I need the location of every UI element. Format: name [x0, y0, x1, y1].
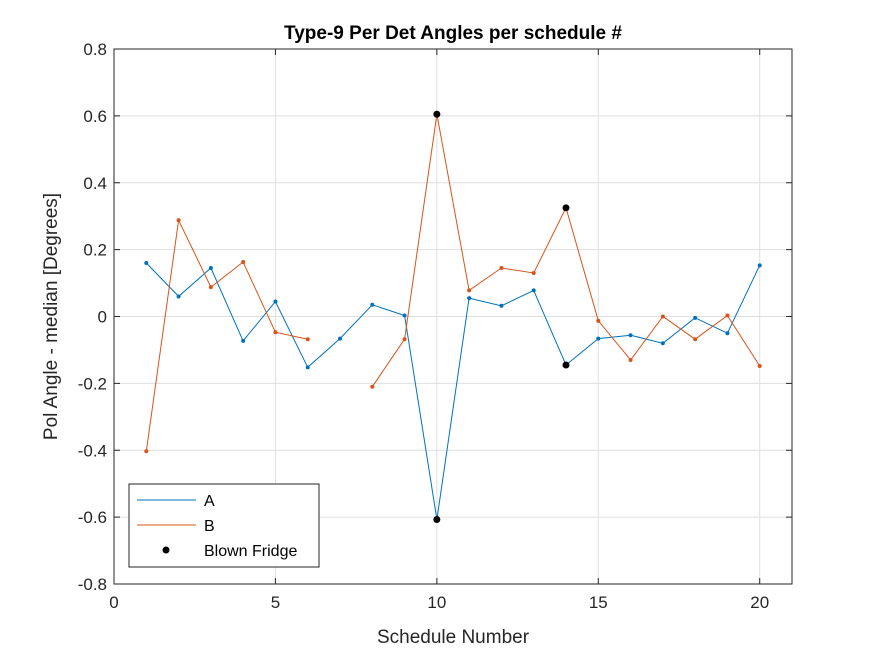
data-point: [402, 337, 407, 342]
y-axis-title: Pol Angle - median [Degrees]: [41, 193, 62, 440]
y-tick-label: 0.4: [83, 174, 107, 193]
x-tick-label: 10: [427, 593, 446, 612]
data-point: [467, 296, 472, 301]
blown-fridge-point: [562, 204, 570, 212]
data-point: [660, 314, 665, 319]
data-point: [467, 288, 472, 293]
x-tick-label: 20: [750, 593, 769, 612]
legend-label-a: A: [204, 493, 215, 510]
data-point: [241, 259, 246, 264]
legend-label-b: B: [204, 518, 215, 535]
data-point: [531, 288, 536, 293]
data-point: [693, 315, 698, 320]
data-point: [176, 294, 181, 299]
y-tick-label: 0.2: [83, 241, 107, 260]
series-line-a: [145, 262, 761, 520]
y-tick-label: -0.6: [78, 508, 107, 527]
y-tick-label: 0.6: [83, 107, 107, 126]
legend-label-blown-fridge: Blown Fridge: [204, 543, 297, 560]
data-point: [499, 266, 504, 271]
x-axis-title: Schedule Number: [377, 627, 530, 648]
blown-fridge-point: [562, 361, 570, 369]
data-point: [338, 336, 342, 341]
data-point: [273, 330, 278, 335]
y-tick-label: -0.8: [78, 575, 107, 594]
x-tick-label: 5: [271, 593, 280, 612]
data-point: [402, 313, 407, 318]
data-point: [596, 318, 601, 323]
series-a: [144, 261, 762, 522]
data-point: [370, 384, 375, 389]
data-point: [176, 218, 181, 223]
data-point: [628, 333, 633, 338]
y-tick-label: 0: [98, 308, 107, 327]
y-tick-label: -0.2: [78, 374, 107, 393]
data-point: [499, 303, 504, 308]
x-tick-label: 0: [109, 593, 118, 612]
data-point: [370, 302, 375, 307]
data-point: [531, 271, 536, 276]
data-point: [241, 338, 246, 343]
data-point: [144, 261, 149, 265]
series-line-b: [145, 218, 308, 452]
y-tick-label: -0.4: [78, 441, 107, 460]
data-point: [305, 337, 310, 342]
x-tick-label: 15: [589, 593, 608, 612]
blown-fridge-point: [433, 110, 441, 118]
data-point: [273, 299, 278, 304]
data-point: [660, 341, 665, 346]
data-point: [628, 357, 633, 362]
data-point: [757, 263, 762, 268]
data-point: [144, 449, 149, 454]
data-point: [693, 337, 698, 342]
data-point: [208, 285, 213, 290]
legend: A B Blown Fridge: [128, 483, 320, 568]
data-point: [725, 331, 730, 336]
y-tick-label: 0.8: [83, 40, 107, 59]
chart-title: Type-9 Per Det Angles per schedule #: [284, 23, 622, 44]
legend-marker-blown-fridge: [162, 546, 170, 554]
data-point: [757, 363, 762, 368]
blown-fridge-point: [433, 515, 441, 523]
data-point: [596, 336, 601, 341]
data-point: [208, 266, 213, 271]
axis-ticks: 0 5 10 15 20 -0.8 -0.6 -0.4 -0.2 0 0.2 0.4 0.6 0.8: [78, 40, 792, 612]
data-point: [305, 365, 310, 370]
blown-fridge-markers: [433, 110, 570, 523]
data-point: [725, 313, 730, 318]
